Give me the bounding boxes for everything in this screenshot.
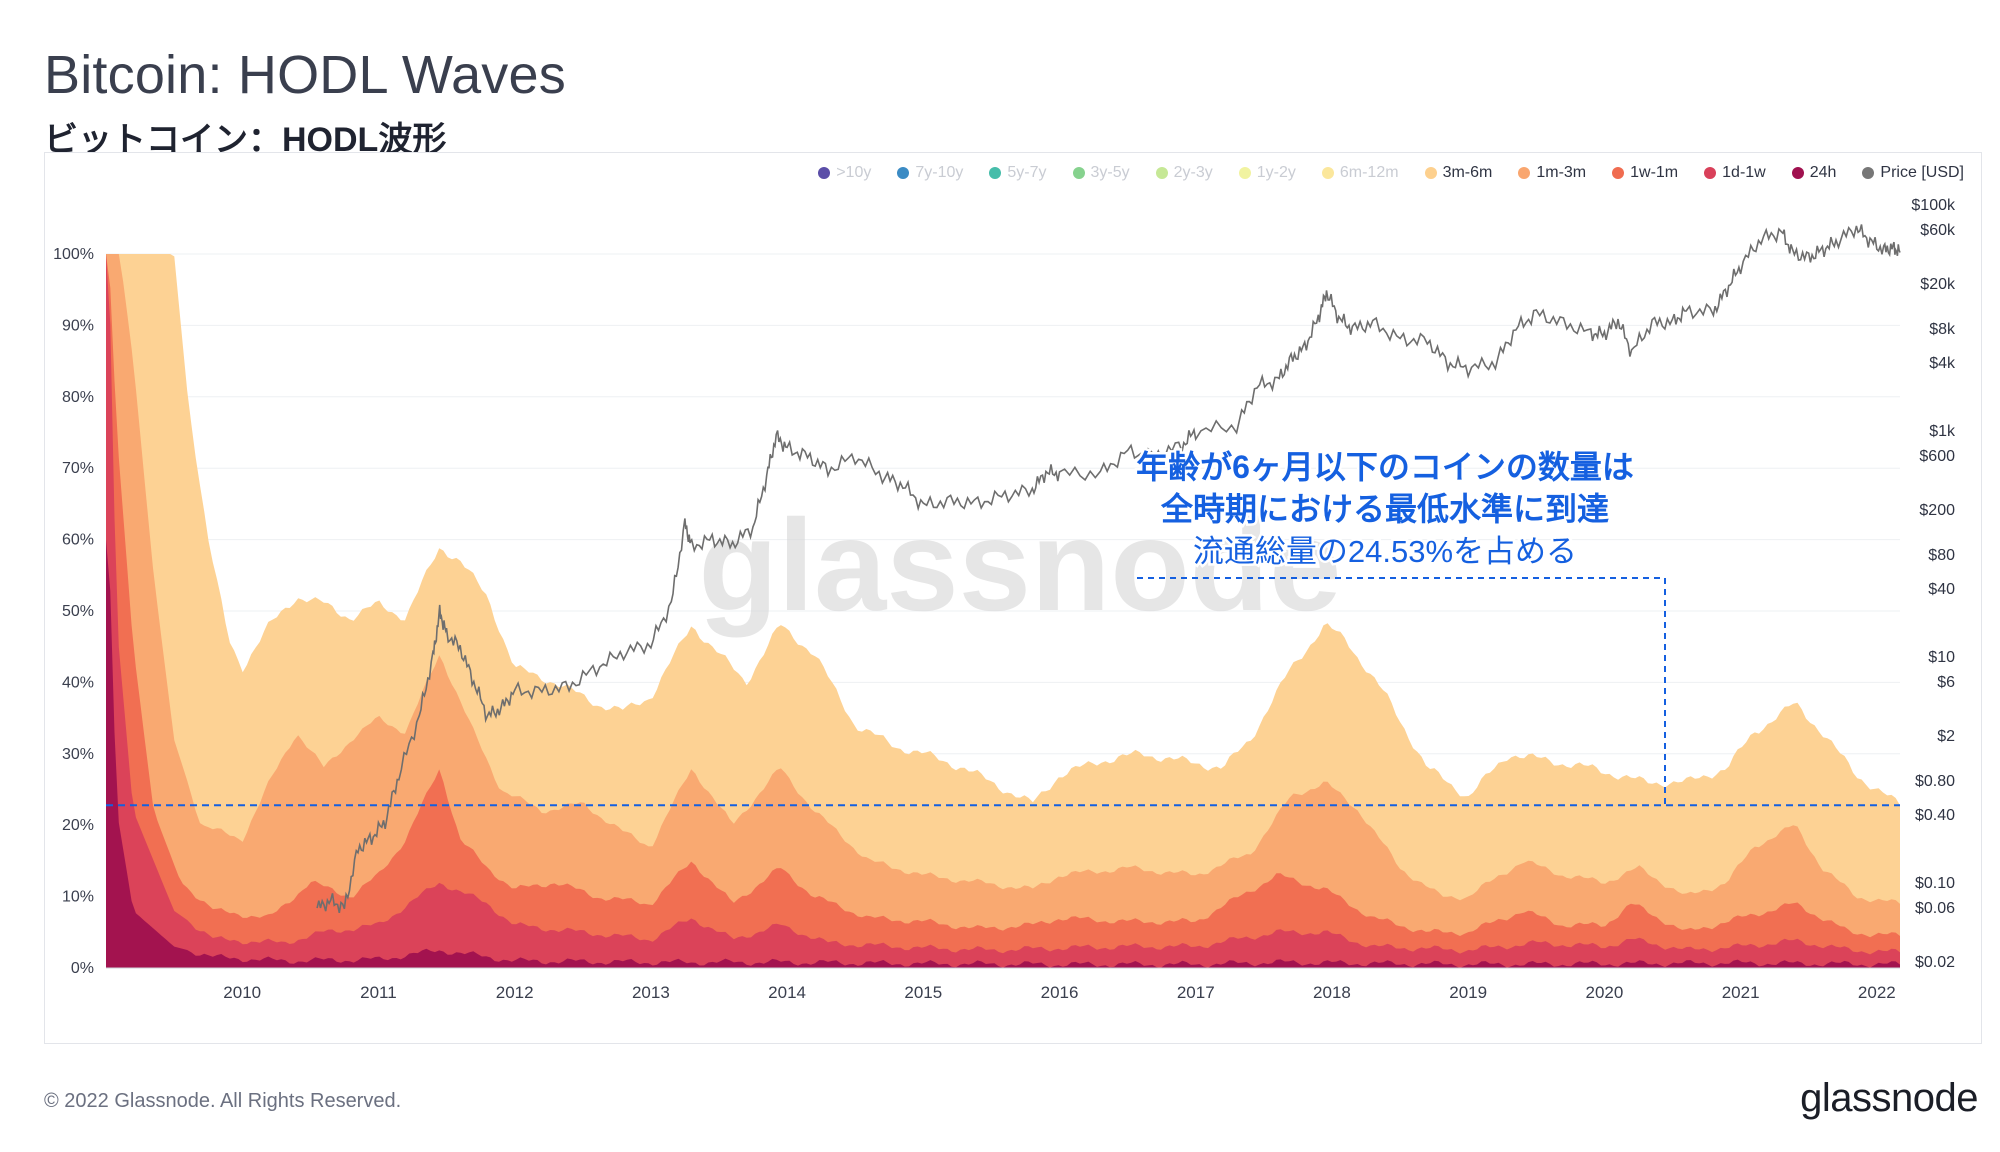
area-series: [106, 254, 1900, 968]
y-right-tick: $20k: [1920, 276, 1956, 293]
legend-dot: [989, 167, 1002, 179]
annotation-group: 年齢が6ヶ月以下のコインの数量は全時期における最低水準に到達流通総量の24.53…: [106, 447, 1900, 807]
legend-label: 1d-1w: [1722, 164, 1766, 181]
y-right-tick: $80: [1928, 547, 1955, 564]
x-tick: 2012: [496, 983, 534, 1002]
y-left-tick: 80%: [62, 389, 94, 406]
x-tick: 2015: [904, 983, 942, 1002]
legend-dot: [1518, 167, 1531, 179]
legend-dot: [897, 167, 910, 179]
x-tick: 2016: [1041, 983, 1079, 1002]
copyright-text: © 2022 Glassnode. All Rights Reserved.: [44, 1090, 402, 1112]
price-line: [316, 224, 1901, 914]
legend-dot: [1238, 167, 1251, 179]
y-right-tick: $100k: [1911, 197, 1956, 214]
legend-label: 6m-12m: [1339, 164, 1399, 181]
legend-dot: [1791, 167, 1804, 179]
y-left-tick: 10%: [62, 889, 94, 906]
y-right-tick: $0.10: [1915, 875, 1955, 892]
y-right-tick: $600: [1919, 448, 1955, 465]
y-left-tick: 60%: [62, 532, 94, 549]
legend-label: 7y-10y: [915, 164, 964, 181]
legend-dot: [1612, 167, 1625, 179]
legend-label: Price [USD]: [1880, 164, 1964, 181]
y-left-tick: 100%: [53, 246, 94, 263]
legend-label: 1w-1m: [1630, 164, 1679, 181]
legend-dot: [1155, 167, 1168, 179]
y-right-tick: $2: [1937, 728, 1955, 745]
legend-label: 3y-5y: [1090, 164, 1130, 181]
x-tick: 2022: [1858, 983, 1896, 1002]
y-left-tick: 30%: [62, 746, 94, 763]
watermark-text: glassnode: [699, 492, 1342, 638]
x-tick: 2011: [360, 983, 397, 1002]
legend-label: >10y: [836, 164, 872, 181]
y-right-tick: $40: [1928, 581, 1955, 598]
legend-item-5y-7y[interactable]: 5y-7y: [989, 164, 1047, 182]
y-right-tick: $4k: [1929, 355, 1956, 372]
x-tick: 2018: [1313, 983, 1351, 1002]
y-right-tick: $6: [1937, 674, 1955, 691]
y-right-tick: $0.02: [1915, 954, 1955, 971]
x-tick: 2013: [632, 983, 670, 1002]
y-left-tick: 90%: [62, 317, 94, 334]
legend-label: 3m-6m: [1442, 164, 1493, 181]
y-right-tick: $0.06: [1915, 900, 1955, 917]
x-tick: 2020: [1585, 983, 1623, 1002]
legend-item-price-usd-[interactable]: Price [USD]: [1862, 164, 1964, 182]
legend-dot: [1321, 167, 1334, 179]
annotation-line-3: 流通総量の24.53%を占める: [1193, 534, 1577, 569]
legend-item-2y-3y[interactable]: 2y-3y: [1155, 164, 1213, 182]
watermark: glassnode: [699, 492, 1342, 638]
annotation-leader-line: [1137, 577, 1666, 806]
legend-label: 24h: [1809, 164, 1837, 181]
y-right-tick: $10: [1928, 649, 1955, 666]
x-tick: 2010: [223, 983, 261, 1002]
legend-item--10y[interactable]: >10y: [818, 164, 871, 182]
legend-item-24h[interactable]: 24h: [1791, 164, 1837, 182]
y-right-tick: $1k: [1929, 423, 1956, 440]
legend-dot: [1424, 167, 1437, 179]
legend-dot: [1704, 167, 1717, 179]
brand-logo: glassnode: [1800, 1076, 1978, 1120]
y-left-tick: 50%: [62, 603, 94, 620]
y-right-tick: $200: [1919, 502, 1955, 519]
y-left-tick: 0%: [71, 960, 94, 977]
annotation-line-2: 全時期における最低水準に到達: [1160, 491, 1609, 527]
legend-item-1y-2y[interactable]: 1y-2y: [1238, 164, 1296, 182]
y-left-tick: 20%: [62, 817, 94, 834]
y-right-tick: $0.80: [1915, 773, 1955, 790]
legend-item-1d-1w[interactable]: 1d-1w: [1704, 164, 1766, 182]
x-tick: 2019: [1449, 983, 1487, 1002]
legend-item-3m-6m[interactable]: 3m-6m: [1424, 164, 1493, 182]
legend-item-3y-5y[interactable]: 3y-5y: [1072, 164, 1130, 182]
y-right-tick: $60k: [1920, 222, 1956, 239]
legend-label: 1y-2y: [1256, 164, 1296, 181]
y-left-tick: 70%: [62, 460, 94, 477]
y-left-tick: 40%: [62, 674, 94, 691]
price-series-line: [316, 224, 1901, 914]
legend-item-1w-1m[interactable]: 1w-1m: [1612, 164, 1678, 182]
legend-item-1m-3m[interactable]: 1m-3m: [1518, 164, 1586, 182]
legend-label: 2y-3y: [1173, 164, 1213, 181]
legend-dot: [818, 167, 831, 179]
x-tick: 2021: [1722, 983, 1760, 1002]
y-right-tick: $0.40: [1915, 807, 1955, 824]
legend-item-6m-12m[interactable]: 6m-12m: [1321, 164, 1399, 182]
legend-dot: [1072, 167, 1085, 179]
legend-label: 5y-7y: [1007, 164, 1047, 181]
legend-item-7y-10y[interactable]: 7y-10y: [897, 164, 963, 182]
legend-dot: [1862, 167, 1875, 179]
page-title: Bitcoin: HODL Waves: [44, 45, 566, 105]
chart-legend: >10y 7y-10y 5y-7y 3y-5y 2y-3y 1y-2y 6m-12m 3m-6…: [792, 164, 1964, 182]
x-tick: 2014: [768, 983, 806, 1002]
annotation-line-1: 年齢が6ヶ月以下のコインの数量は: [1136, 449, 1634, 485]
y-right-tick: $8k: [1929, 321, 1956, 338]
area-3m-6m: [106, 254, 1900, 968]
axes: 0% 10% 20% 30% 40% 50% 60% 70% 80% 90% 100% 2010 201…: [53, 197, 1956, 1002]
x-tick: 2017: [1177, 983, 1215, 1002]
area-1m-3m: [106, 254, 1900, 968]
legend-label: 1m-3m: [1536, 164, 1587, 181]
